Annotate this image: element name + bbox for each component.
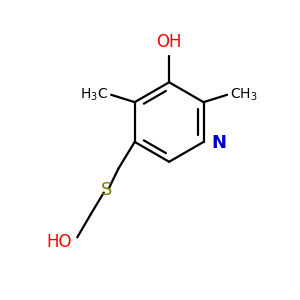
Text: N: N [211, 134, 226, 152]
Text: CH$_3$: CH$_3$ [230, 87, 258, 103]
Text: OH: OH [156, 33, 182, 51]
Text: HO: HO [46, 233, 71, 251]
Text: H$_3$C: H$_3$C [80, 87, 108, 103]
Text: S: S [101, 181, 112, 199]
